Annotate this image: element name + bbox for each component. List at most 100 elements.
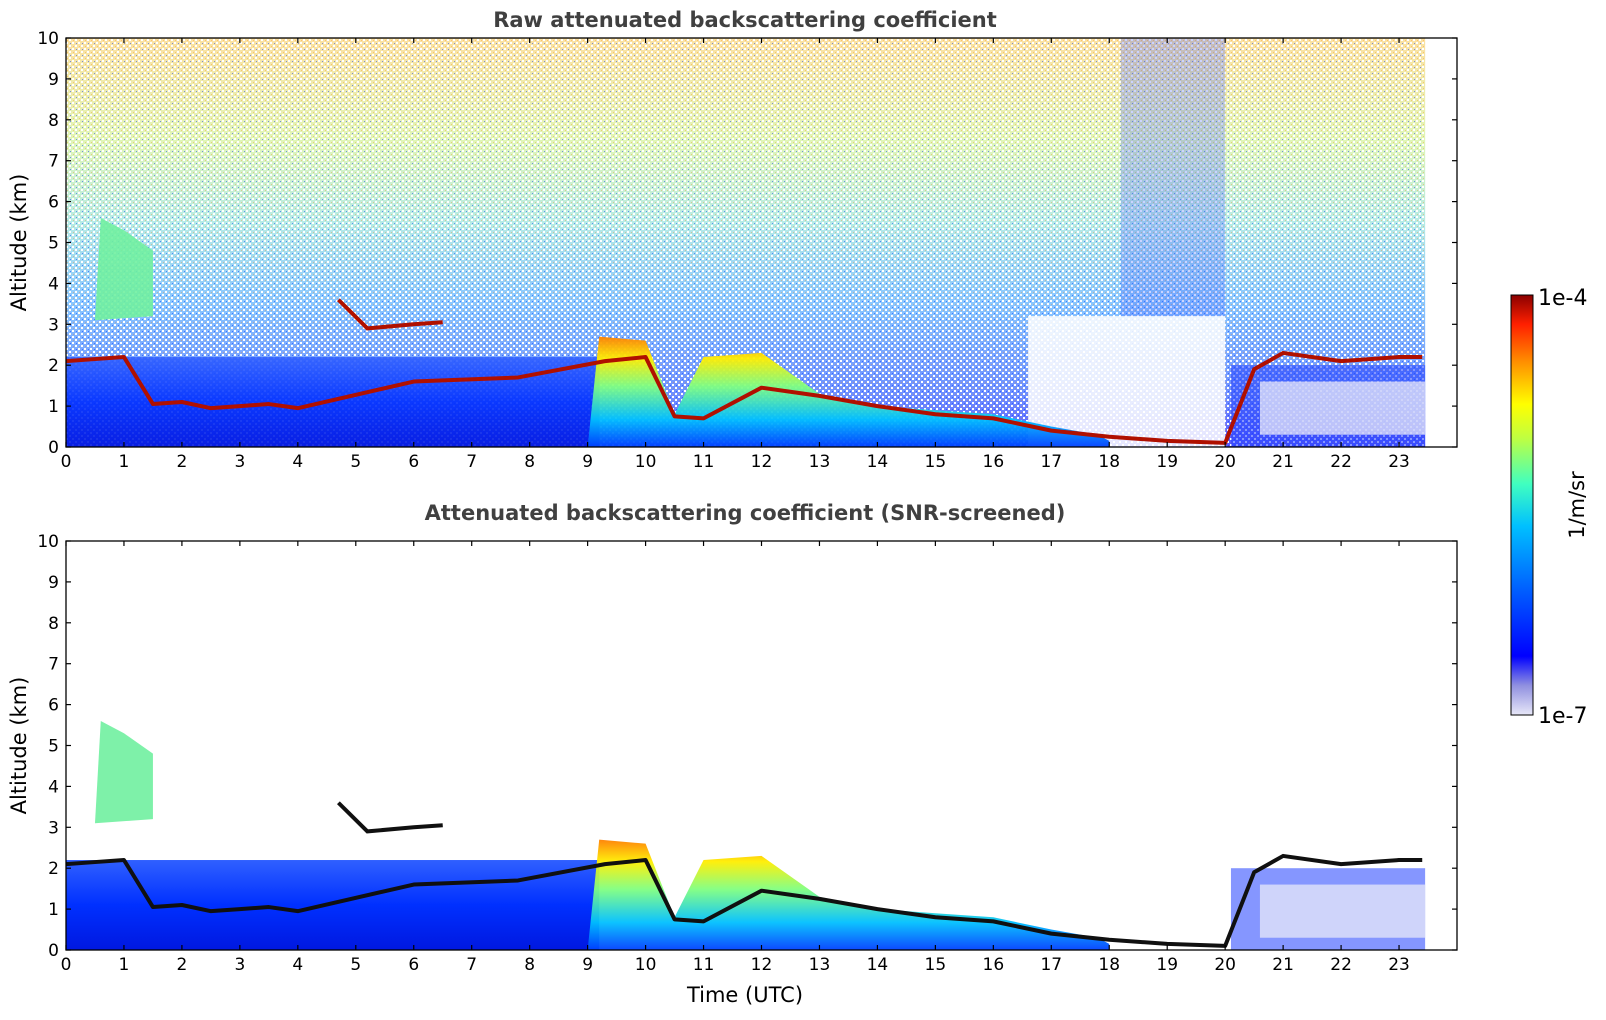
x-tick-label: 23 <box>1388 452 1410 472</box>
x-tick-label: 14 <box>867 955 889 975</box>
x-tick-label: 3 <box>234 955 245 975</box>
y-tick-label: 2 <box>48 859 59 879</box>
x-tick-label: 21 <box>1272 452 1294 472</box>
y-tick-label: 4 <box>48 274 59 294</box>
y-tick-label: 6 <box>48 696 59 716</box>
daytime-boundary-layer <box>587 839 1110 950</box>
y-tick-label: 9 <box>48 573 59 593</box>
x-tick-label: 22 <box>1330 452 1352 472</box>
x-tick-label: 5 <box>350 955 361 975</box>
colorbar-gradient <box>1510 294 1534 716</box>
y-tick-label: 7 <box>48 152 59 172</box>
x-tick-label: 10 <box>635 452 657 472</box>
x-tick-label: 10 <box>635 955 657 975</box>
colorbar-label: 1/m/sr <box>1565 471 1589 539</box>
y-tick-label: 7 <box>48 655 59 675</box>
y-tick-label: 9 <box>48 70 59 90</box>
colorbar: 1e-4 1e-7 1/m/sr <box>1510 286 1589 729</box>
x-tick-label: 16 <box>983 452 1005 472</box>
x-tick-label: 22 <box>1330 955 1352 975</box>
x-tick-label: 20 <box>1214 955 1236 975</box>
x-tick-label: 7 <box>466 955 477 975</box>
mid-level-cloud <box>94 217 153 321</box>
x-tick-label: 12 <box>751 955 773 975</box>
y-tick-label: 0 <box>48 438 59 458</box>
y-tick-label: 5 <box>48 737 59 757</box>
elevated-cloud-layer <box>336 801 443 834</box>
x-tick-label: 9 <box>582 955 593 975</box>
x-tick-label: 7 <box>466 452 477 472</box>
x-tick-label: 11 <box>693 452 715 472</box>
x-tick-label: 9 <box>582 452 593 472</box>
raw-backscatter-panel: Raw attenuated backscattering coefficien… <box>7 8 1458 472</box>
x-tick-label: 3 <box>234 452 245 472</box>
colorbar-min-label: 1e-7 <box>1538 704 1587 729</box>
panel1-y-axis-label: Altitude (km) <box>7 174 31 312</box>
x-tick-label: 18 <box>1098 452 1120 472</box>
x-tick-label: 8 <box>524 452 535 472</box>
x-tick-label: 2 <box>177 452 188 472</box>
x-tick-label: 19 <box>1156 955 1178 975</box>
x-tick-label: 17 <box>1040 452 1062 472</box>
x-tick-label: 11 <box>693 955 715 975</box>
panel2-x-ticks: 0 1 2 3 4 5 6 7 8 9 10 11 12 13 14 15 16 17 18 19 20 21 22 23 <box>61 541 1410 975</box>
high-noise-streaks <box>1120 38 1226 317</box>
x-tick-label: 16 <box>983 955 1005 975</box>
panel2-title: Attenuated backscattering coefficient (S… <box>425 501 1066 525</box>
x-tick-label: 5 <box>350 452 361 472</box>
cloud-base-line <box>65 350 1423 445</box>
screened-backscatter-panel: Attenuated backscattering coefficient (S… <box>7 501 1458 1007</box>
x-tick-label: 2 <box>177 955 188 975</box>
x-tick-label: 14 <box>867 452 889 472</box>
panel2-y-ticks: 0 1 2 3 4 5 6 7 8 9 10 <box>37 532 1457 961</box>
x-tick-label: 15 <box>925 955 947 975</box>
x-tick-label: 18 <box>1098 955 1120 975</box>
y-tick-label: 8 <box>48 614 59 634</box>
x-tick-label: 6 <box>408 452 419 472</box>
panel1-title: Raw attenuated backscattering coefficien… <box>493 8 997 32</box>
daytime-boundary-layer <box>587 336 1110 447</box>
x-tick-label: 4 <box>292 452 303 472</box>
x-tick-label: 15 <box>925 452 947 472</box>
panel2-y-axis-label: Altitude (km) <box>7 677 31 815</box>
x-tick-label: 1 <box>119 955 130 975</box>
y-tick-label: 5 <box>48 234 59 254</box>
panel1-x-ticks: 0 1 2 3 4 5 6 7 8 9 10 11 12 13 14 15 16 17 18 19 20 21 22 23 <box>61 38 1410 472</box>
y-tick-label: 6 <box>48 193 59 213</box>
x-tick-label: 23 <box>1388 955 1410 975</box>
y-tick-label: 3 <box>48 818 59 838</box>
panel1-y-ticks: 0 1 2 3 4 5 6 7 8 9 10 <box>37 29 1457 458</box>
cloud-base-line <box>65 853 1423 948</box>
x-tick-label: 13 <box>809 452 831 472</box>
x-tick-label: 0 <box>61 955 72 975</box>
x-tick-label: 12 <box>751 452 773 472</box>
x-axis-label: Time (UTC) <box>686 983 803 1007</box>
y-tick-label: 4 <box>48 777 59 797</box>
y-tick-label: 10 <box>37 532 59 552</box>
y-tick-label: 3 <box>48 315 59 335</box>
x-tick-label: 0 <box>61 452 72 472</box>
y-tick-label: 8 <box>48 111 59 131</box>
x-tick-label: 21 <box>1272 955 1294 975</box>
y-tick-label: 1 <box>48 900 59 920</box>
y-tick-label: 0 <box>48 941 59 961</box>
y-tick-label: 2 <box>48 356 59 376</box>
screened-backscatter-heatmap <box>65 541 1457 950</box>
y-tick-label: 1 <box>48 397 59 417</box>
clear-region <box>1028 316 1226 447</box>
raw-backscatter-heatmap <box>65 38 1426 447</box>
x-tick-label: 20 <box>1214 452 1236 472</box>
x-tick-label: 4 <box>292 955 303 975</box>
x-tick-label: 19 <box>1156 452 1178 472</box>
x-tick-label: 17 <box>1040 955 1062 975</box>
x-tick-label: 8 <box>524 955 535 975</box>
evening-faint-layer <box>1259 884 1426 938</box>
x-tick-label: 13 <box>809 955 831 975</box>
y-tick-label: 10 <box>37 29 59 49</box>
elevated-cloud-layer <box>336 298 443 331</box>
colorbar-max-label: 1e-4 <box>1538 286 1587 311</box>
mid-level-cloud <box>94 720 153 824</box>
evening-faint-layer <box>1259 381 1426 435</box>
x-tick-label: 1 <box>119 452 130 472</box>
